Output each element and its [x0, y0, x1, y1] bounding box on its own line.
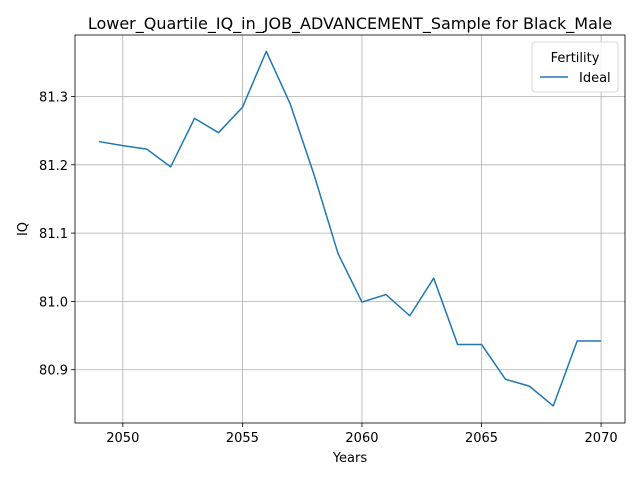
y-tick-label: 81.2 — [39, 159, 68, 174]
plot-frame — [74, 34, 626, 424]
y-axis-label: IQ — [16, 222, 31, 236]
series-lines — [98, 50, 602, 407]
legend-title: Fertility — [551, 51, 600, 66]
y-tick-label: 81.0 — [39, 295, 68, 310]
y-tick-label: 81.3 — [39, 90, 68, 105]
x-tick-label: 2050 — [106, 431, 139, 446]
chart-title: Lower_Quartile_IQ_in_JOB_ADVANCEMENT_Sam… — [88, 14, 612, 34]
legend-label-ideal: Ideal — [579, 71, 611, 86]
x-tick-label: 2065 — [465, 431, 498, 446]
axis-ticks: 2050 2055 2060 2065 2070 80.9 81.0 81.1 81.2 81.3 — [39, 90, 618, 446]
legend: Fertility Ideal — [531, 41, 619, 93]
x-axis-label: Years — [332, 451, 368, 466]
legend-box — [531, 41, 619, 93]
series-line-ideal — [98, 50, 602, 407]
y-tick-label: 80.9 — [39, 364, 68, 379]
x-tick-label: 2060 — [345, 431, 378, 446]
y-tick-label: 81.1 — [39, 227, 68, 242]
x-tick-label: 2070 — [585, 431, 618, 446]
x-tick-label: 2055 — [226, 431, 259, 446]
